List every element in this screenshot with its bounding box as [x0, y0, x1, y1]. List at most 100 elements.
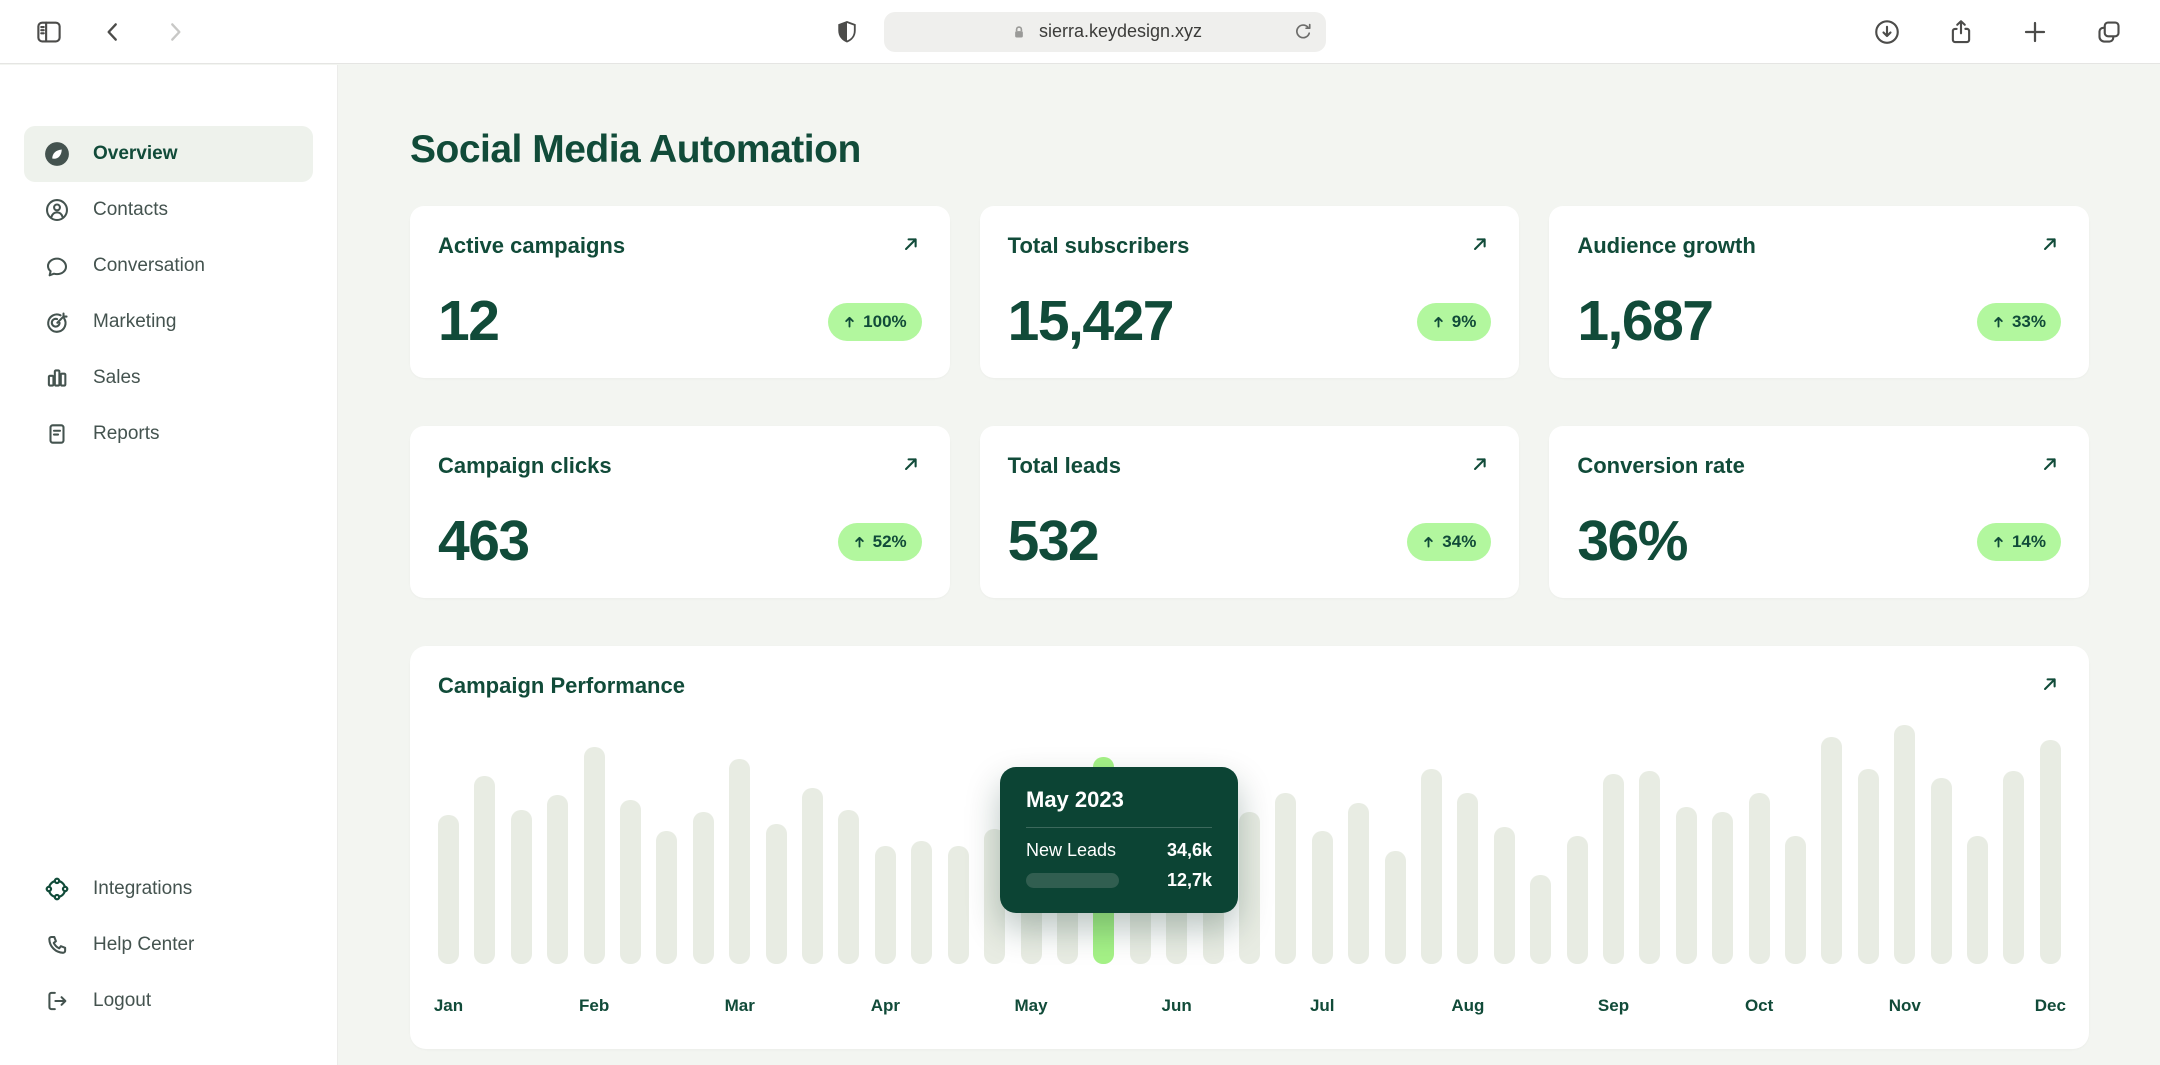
chart-bar[interactable]	[911, 723, 933, 964]
chart-tooltip: May 2023 New Leads 34,6k 12,7k	[1000, 767, 1238, 913]
chart-bar[interactable]	[947, 723, 969, 964]
expand-arrow-icon[interactable]	[2039, 233, 2061, 255]
sidebar-item-sales[interactable]: Sales	[24, 350, 313, 406]
x-axis-label: Jul	[1309, 996, 1335, 1015]
new-tab-button[interactable]	[2020, 17, 2050, 47]
contacts-icon	[44, 197, 70, 223]
chart-bar[interactable]	[620, 723, 642, 964]
sidebar-footer: Integrations Help Center Logout	[24, 861, 313, 1029]
stat-value: 36%	[1577, 509, 1688, 573]
chart-bar[interactable]	[1384, 723, 1406, 964]
sidebar-item-help-center[interactable]: Help Center	[24, 917, 313, 973]
chart-bar[interactable]	[1821, 723, 1843, 964]
bar-chart: May 2023 New Leads 34,6k 12,7k Jan Feb Mar…	[434, 723, 2066, 1015]
chart-bar[interactable]: Feb	[579, 723, 609, 1015]
expand-arrow-icon[interactable]	[900, 453, 922, 475]
growth-badge: 33%	[1976, 302, 2061, 341]
chart-bar[interactable]	[1675, 723, 1697, 964]
chart-bar[interactable]	[1967, 723, 1989, 964]
chart-bar[interactable]	[2003, 723, 2025, 964]
x-axis-label: Sep	[1597, 996, 1630, 1015]
x-axis-label: Nov	[1888, 996, 1921, 1015]
chart-bar[interactable]	[1493, 723, 1515, 964]
chart-bar[interactable]: Apr	[871, 723, 900, 1015]
stat-card: Audience growth 1,687 33%	[1549, 206, 2089, 378]
sidebar-item-overview[interactable]: Overview	[24, 126, 313, 182]
marketing-icon	[44, 309, 70, 335]
x-axis-label: Aug	[1451, 996, 1485, 1015]
chart-bar[interactable]: Mar	[725, 723, 755, 1015]
stat-card: Total leads 532 34%	[979, 426, 1520, 598]
sidebar-item-integrations[interactable]: Integrations	[24, 861, 313, 917]
chart-bar[interactable]	[1530, 723, 1552, 964]
downloads-button[interactable]	[1872, 17, 1902, 47]
tooltip-divider	[1026, 827, 1212, 828]
sidebar-toggle-button[interactable]	[34, 17, 64, 47]
stats-grid: Active campaigns 12 100% Total subscribe…	[410, 206, 2089, 598]
campaign-performance-card: Campaign Performance May 2023 New Leads …	[410, 646, 2089, 1049]
stat-card: Campaign clicks 463 52%	[410, 426, 950, 598]
tab-overview-button[interactable]	[2094, 17, 2124, 47]
expand-arrow-icon[interactable]	[900, 233, 922, 255]
forward-button[interactable]	[162, 19, 188, 45]
chart-bar[interactable]	[1930, 723, 1952, 964]
chart-bar[interactable]: Sep	[1598, 723, 1629, 1015]
chart-bar[interactable]	[474, 723, 496, 964]
chart-bar[interactable]	[510, 723, 532, 964]
back-button[interactable]	[100, 19, 126, 45]
stat-value: 463	[438, 509, 530, 573]
chart-bar[interactable]	[1712, 723, 1734, 964]
stat-card: Active campaigns 12 100%	[410, 206, 950, 378]
sidebar-item-logout[interactable]: Logout	[24, 973, 313, 1029]
x-axis-label: Apr	[870, 996, 901, 1015]
tooltip-title: May 2023	[1026, 787, 1124, 812]
stat-card: Conversion rate 36% 14%	[1549, 426, 2089, 598]
x-axis-label: Dec	[2034, 996, 2066, 1015]
expand-arrow-icon[interactable]	[2039, 453, 2061, 475]
sidebar-item-conversation[interactable]: Conversation	[24, 238, 313, 294]
chart-bar[interactable]	[692, 723, 714, 964]
overview-icon	[44, 141, 70, 167]
chart-bar[interactable]	[547, 723, 569, 964]
stat-title: Audience growth	[1577, 233, 1756, 258]
main-content: Social Media Automation Active campaigns…	[338, 65, 2160, 1065]
chart-bar[interactable]	[1785, 723, 1807, 964]
chart-bar[interactable]	[656, 723, 678, 964]
chart-bar[interactable]	[838, 723, 860, 964]
chart-bar[interactable]: Jan	[434, 723, 463, 1015]
chart-bar[interactable]: Nov	[1889, 723, 1921, 1015]
expand-arrow-icon[interactable]	[1469, 453, 1491, 475]
sidebar-item-reports[interactable]: Reports	[24, 406, 313, 462]
address-bar[interactable]: sierra.keydesign.xyz	[884, 11, 1326, 52]
share-button[interactable]	[1946, 17, 1976, 47]
chart-bar[interactable]	[1420, 723, 1442, 964]
chart-bar[interactable]: Jul	[1310, 723, 1335, 1015]
chart-bar[interactable]: Dec	[2035, 723, 2066, 1015]
growth-badge: 52%	[837, 522, 922, 561]
chart-bar[interactable]	[1857, 723, 1879, 964]
sidebar-item-contacts[interactable]: Contacts	[24, 182, 313, 238]
x-axis-label: Mar	[724, 996, 755, 1015]
chart-bar[interactable]	[802, 723, 824, 964]
chart-bar[interactable]	[1639, 723, 1661, 964]
page-title: Social Media Automation	[410, 128, 861, 171]
up-arrow-icon	[1422, 535, 1435, 549]
chart-bar[interactable]	[1566, 723, 1588, 964]
expand-arrow-icon[interactable]	[1469, 233, 1491, 255]
help-center-icon	[44, 932, 70, 958]
tooltip-series-label: New Leads	[1026, 840, 1117, 860]
chart-bar[interactable]: Oct	[1745, 723, 1773, 1015]
chart-bar[interactable]	[984, 723, 1006, 964]
chart-bar[interactable]: Aug	[1451, 723, 1484, 1015]
privacy-shield-icon[interactable]	[834, 19, 860, 45]
reload-icon[interactable]	[1291, 20, 1315, 44]
stat-value: 12	[438, 289, 500, 353]
chart-bar[interactable]	[765, 723, 787, 964]
expand-arrow-icon[interactable]	[2039, 673, 2061, 695]
integrations-icon	[44, 876, 70, 902]
chart-bar[interactable]	[1238, 723, 1260, 964]
sidebar-item-marketing[interactable]: Marketing	[24, 294, 313, 350]
chart-bar[interactable]	[1275, 723, 1297, 964]
sidebar-nav: Overview Contacts Conversation Marketing…	[24, 126, 313, 462]
chart-bar[interactable]	[1348, 723, 1370, 964]
